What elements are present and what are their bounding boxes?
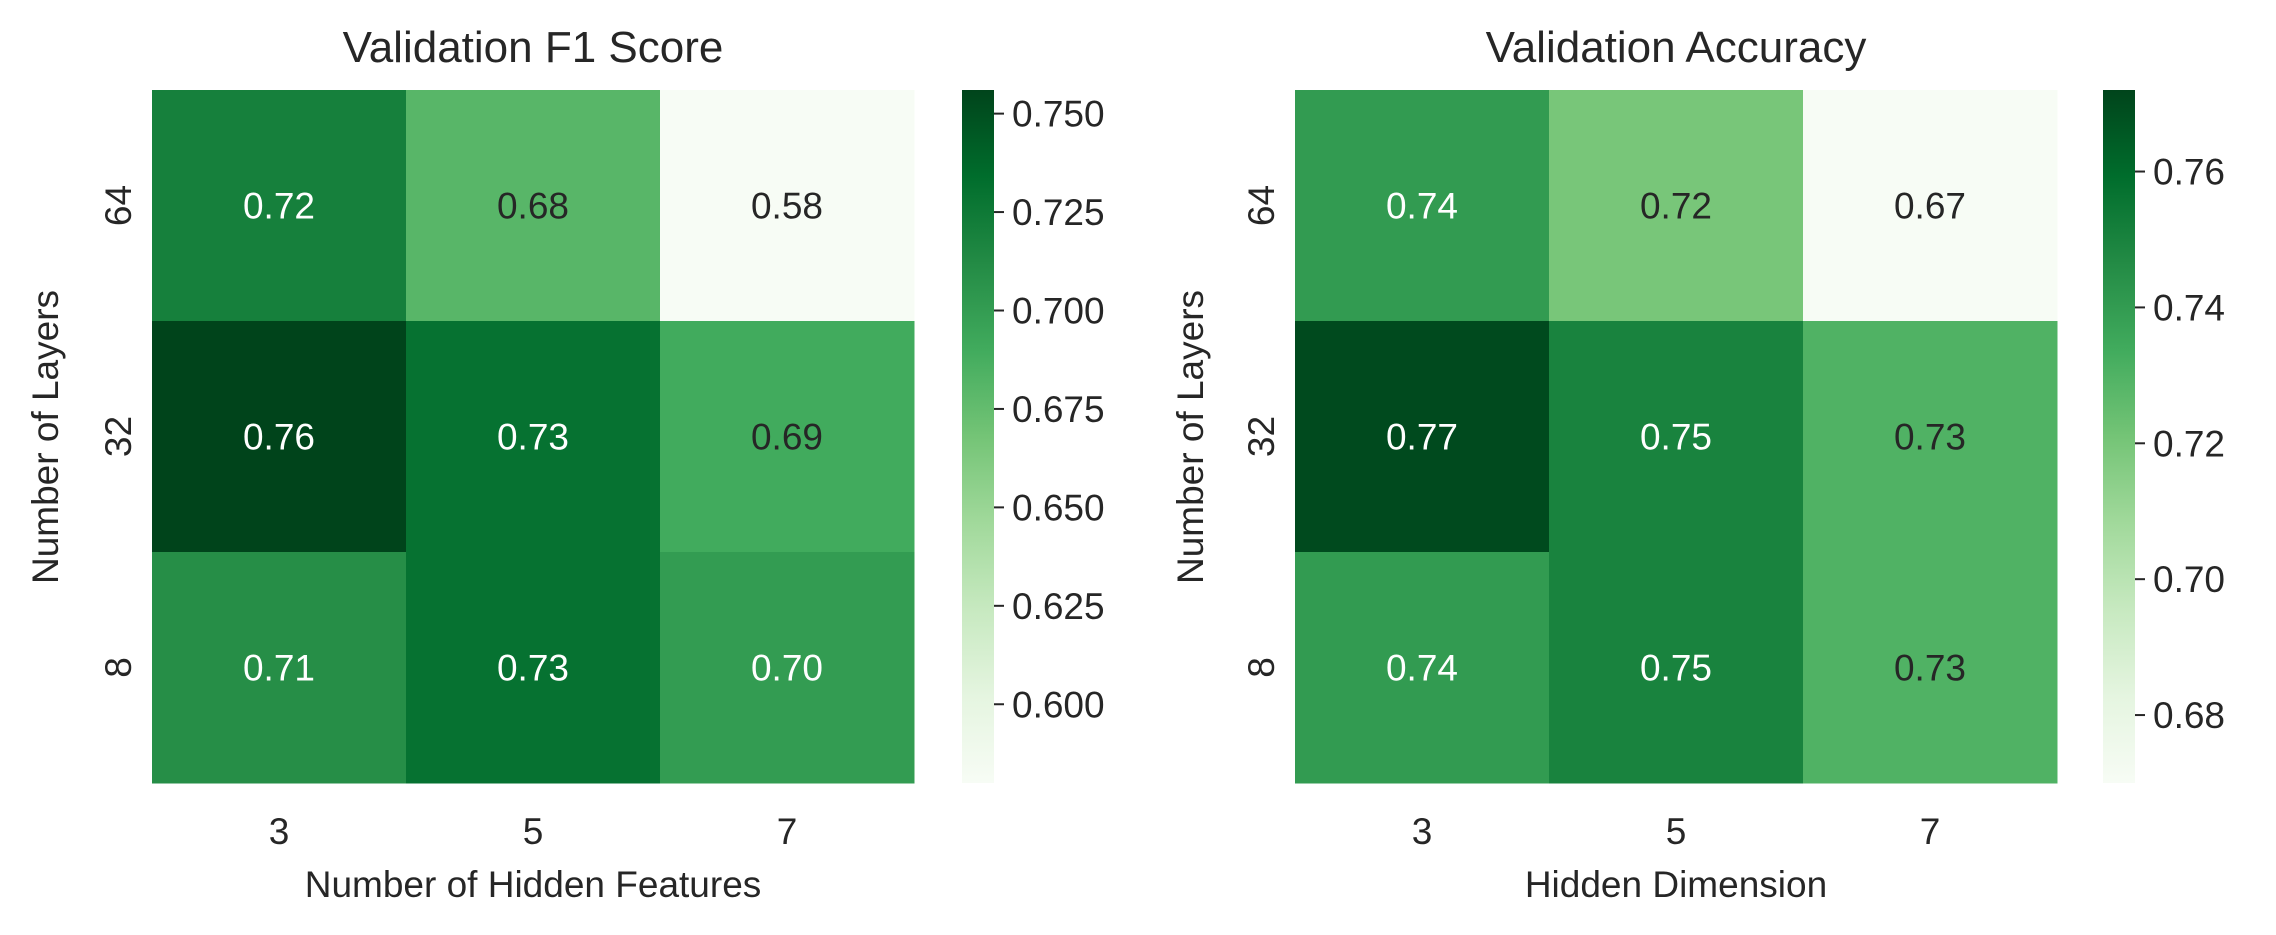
heatmap-cell xyxy=(1549,552,1804,784)
cell-value-label: 0.73 xyxy=(1894,417,1966,458)
x-axis-label: Hidden Dimension xyxy=(1525,864,1827,905)
colorbar-tick-label: 0.625 xyxy=(1012,586,1105,627)
colorbar-tick-label: 0.70 xyxy=(2153,559,2225,600)
x-tick-label: 3 xyxy=(269,811,290,852)
heatmap-cell xyxy=(1803,552,2058,784)
x-tick-label: 7 xyxy=(777,811,798,852)
heatmap-cell xyxy=(1295,321,1550,553)
heatmap-cell xyxy=(1295,552,1550,784)
heatmap-cell xyxy=(152,321,407,553)
y-tick-label: 8 xyxy=(98,657,139,678)
cell-value-label: 0.73 xyxy=(497,417,569,458)
x-tick-label: 7 xyxy=(1920,811,1941,852)
y-tick-label: 32 xyxy=(1241,416,1282,457)
cell-value-label: 0.58 xyxy=(751,186,823,227)
colorbar: 0.68 0.70 0.72 0.74 0.76 xyxy=(2103,90,2225,783)
colorbar-tick-label: 0.650 xyxy=(1012,487,1105,528)
heatmap-cell xyxy=(1295,90,1550,322)
colorbar-tick-label: 0.68 xyxy=(2153,695,2225,736)
cell-value-label: 0.72 xyxy=(1640,186,1712,227)
cell-value-label: 0.68 xyxy=(497,186,569,227)
cell-value-label: 0.67 xyxy=(1894,186,1966,227)
heatmap-cell xyxy=(406,552,661,784)
chart-title: Validation F1 Score xyxy=(343,23,724,72)
x-tick-label: 5 xyxy=(1666,811,1687,852)
x-tick-label: 3 xyxy=(1412,811,1433,852)
cell-value-label: 0.74 xyxy=(1386,648,1458,689)
heatmap-panel-accuracy: Validation Accuracy 0.74 0.72 0.67 0.77 0.75… xyxy=(1170,23,2225,905)
heatmap-cell xyxy=(1803,321,2058,553)
colorbar: 0.600 0.625 0.650 0.675 0.700 0.725 0.750 xyxy=(962,90,1105,783)
colorbar-tick-label: 0.675 xyxy=(1012,389,1105,430)
heatmap-cell xyxy=(406,90,661,322)
x-tick-labels: 3 5 7 xyxy=(1412,811,1941,852)
y-tick-label: 8 xyxy=(1241,657,1282,678)
colorbar-tick-label: 0.600 xyxy=(1012,684,1105,725)
heatmap-cell xyxy=(1549,321,1804,553)
cell-value-label: 0.75 xyxy=(1640,648,1712,689)
y-axis-label: Number of Layers xyxy=(25,290,66,584)
heatmap-cell xyxy=(660,321,915,553)
y-tick-label: 64 xyxy=(1241,185,1282,226)
cell-value-label: 0.70 xyxy=(751,648,823,689)
colorbar-gradient xyxy=(2103,90,2135,783)
cell-value-label: 0.76 xyxy=(243,417,315,458)
heatmap-cell xyxy=(406,321,661,553)
heatmap-cell xyxy=(152,90,407,322)
heatmap-cell xyxy=(660,90,915,322)
colorbar-tick-label: 0.750 xyxy=(1012,94,1105,135)
cell-value-label: 0.75 xyxy=(1640,417,1712,458)
colorbar-tick-label: 0.74 xyxy=(2153,287,2225,328)
x-tick-labels: 3 5 7 xyxy=(269,811,798,852)
heatmap-panel-f1: Validation F1 Score 0.72 0.68 0.58 0.76 0.73… xyxy=(25,23,1105,905)
colorbar-tick-label: 0.72 xyxy=(2153,423,2225,464)
cell-value-label: 0.73 xyxy=(1894,648,1966,689)
x-axis-label: Number of Hidden Features xyxy=(305,864,762,905)
colorbar-tick-label: 0.700 xyxy=(1012,291,1105,332)
cell-value-label: 0.71 xyxy=(243,648,315,689)
colorbar-tick-label: 0.76 xyxy=(2153,152,2225,193)
y-axis-label: Number of Layers xyxy=(1170,290,1211,584)
cell-value-label: 0.74 xyxy=(1386,186,1458,227)
chart-title: Validation Accuracy xyxy=(1486,23,1867,72)
colorbar-tick-label: 0.725 xyxy=(1012,192,1105,233)
x-tick-label: 5 xyxy=(523,811,544,852)
y-tick-label: 64 xyxy=(98,185,139,226)
heatmap-cell xyxy=(660,552,915,784)
cell-value-label: 0.73 xyxy=(497,648,569,689)
cell-value-label: 0.69 xyxy=(751,417,823,458)
colorbar-gradient xyxy=(962,90,994,783)
heatmap-cells: 0.74 0.72 0.67 0.77 0.75 0.73 0.74 0.75 0.73 xyxy=(1295,90,2058,784)
y-tick-labels: 64 32 8 xyxy=(98,185,139,678)
heatmap-cell xyxy=(1803,90,2058,322)
y-tick-label: 32 xyxy=(98,416,139,457)
heatmap-cell xyxy=(1549,90,1804,322)
y-tick-labels: 64 32 8 xyxy=(1241,185,1282,678)
heatmap-cells: 0.72 0.68 0.58 0.76 0.73 0.69 0.71 0.73 0.70 xyxy=(152,90,915,784)
heatmap-cell xyxy=(152,552,407,784)
cell-value-label: 0.72 xyxy=(243,186,315,227)
cell-value-label: 0.77 xyxy=(1386,417,1458,458)
